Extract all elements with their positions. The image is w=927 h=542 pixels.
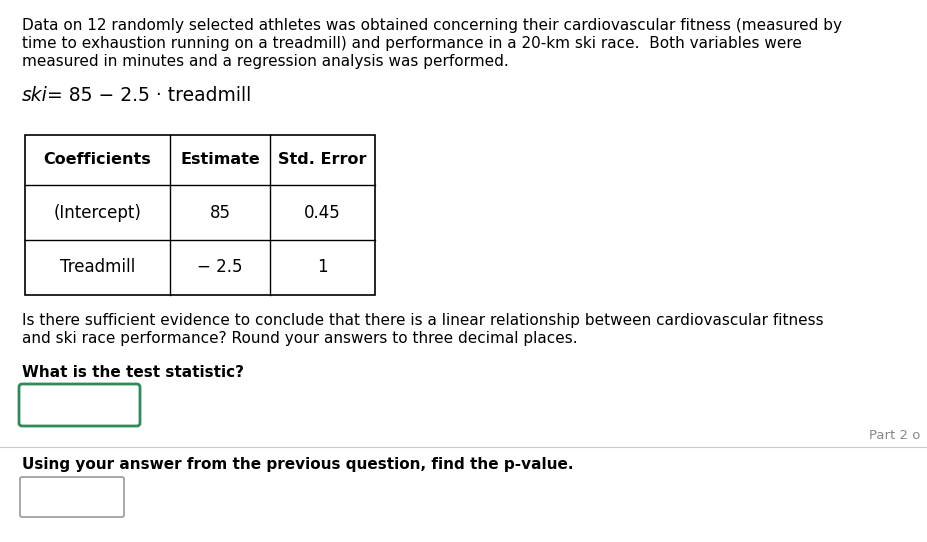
Text: and ski race performance? Round your answers to three decimal places.: and ski race performance? Round your ans… [22,331,577,346]
Text: Is there sufficient evidence to conclude that there is a linear relationship bet: Is there sufficient evidence to conclude… [22,313,823,328]
FancyBboxPatch shape [20,477,124,517]
Text: Treadmill: Treadmill [60,259,135,276]
Text: = 85 − 2.5 · treadmill: = 85 − 2.5 · treadmill [47,86,251,105]
Text: 1: 1 [317,259,327,276]
Text: -2.5: -2.5 [34,397,65,412]
Text: What is the test statistic?: What is the test statistic? [22,365,244,380]
Text: ski: ski [22,86,48,105]
Text: measured in minutes and a regression analysis was performed.: measured in minutes and a regression ana… [22,54,508,69]
Text: Estimate: Estimate [180,152,260,167]
Bar [25,135,375,295]
Text: ✓: ✓ [110,396,127,415]
Text: Part 2 o: Part 2 o [868,429,919,442]
Text: Data on 12 randomly selected athletes was obtained concerning their cardiovascul: Data on 12 randomly selected athletes wa… [22,18,841,33]
Text: 85: 85 [210,203,230,222]
Text: Coefficients: Coefficients [44,152,151,167]
Text: Std. Error: Std. Error [278,152,366,167]
Text: time to exhaustion running on a treadmill) and performance in a 20-km ski race. : time to exhaustion running on a treadmil… [22,36,801,51]
Text: 0.45: 0.45 [304,203,340,222]
FancyBboxPatch shape [19,384,140,426]
Text: (Intercept): (Intercept) [54,203,141,222]
Text: Using your answer from the previous question, find the p-value.: Using your answer from the previous ques… [22,457,573,472]
Text: − 2.5: − 2.5 [197,259,243,276]
